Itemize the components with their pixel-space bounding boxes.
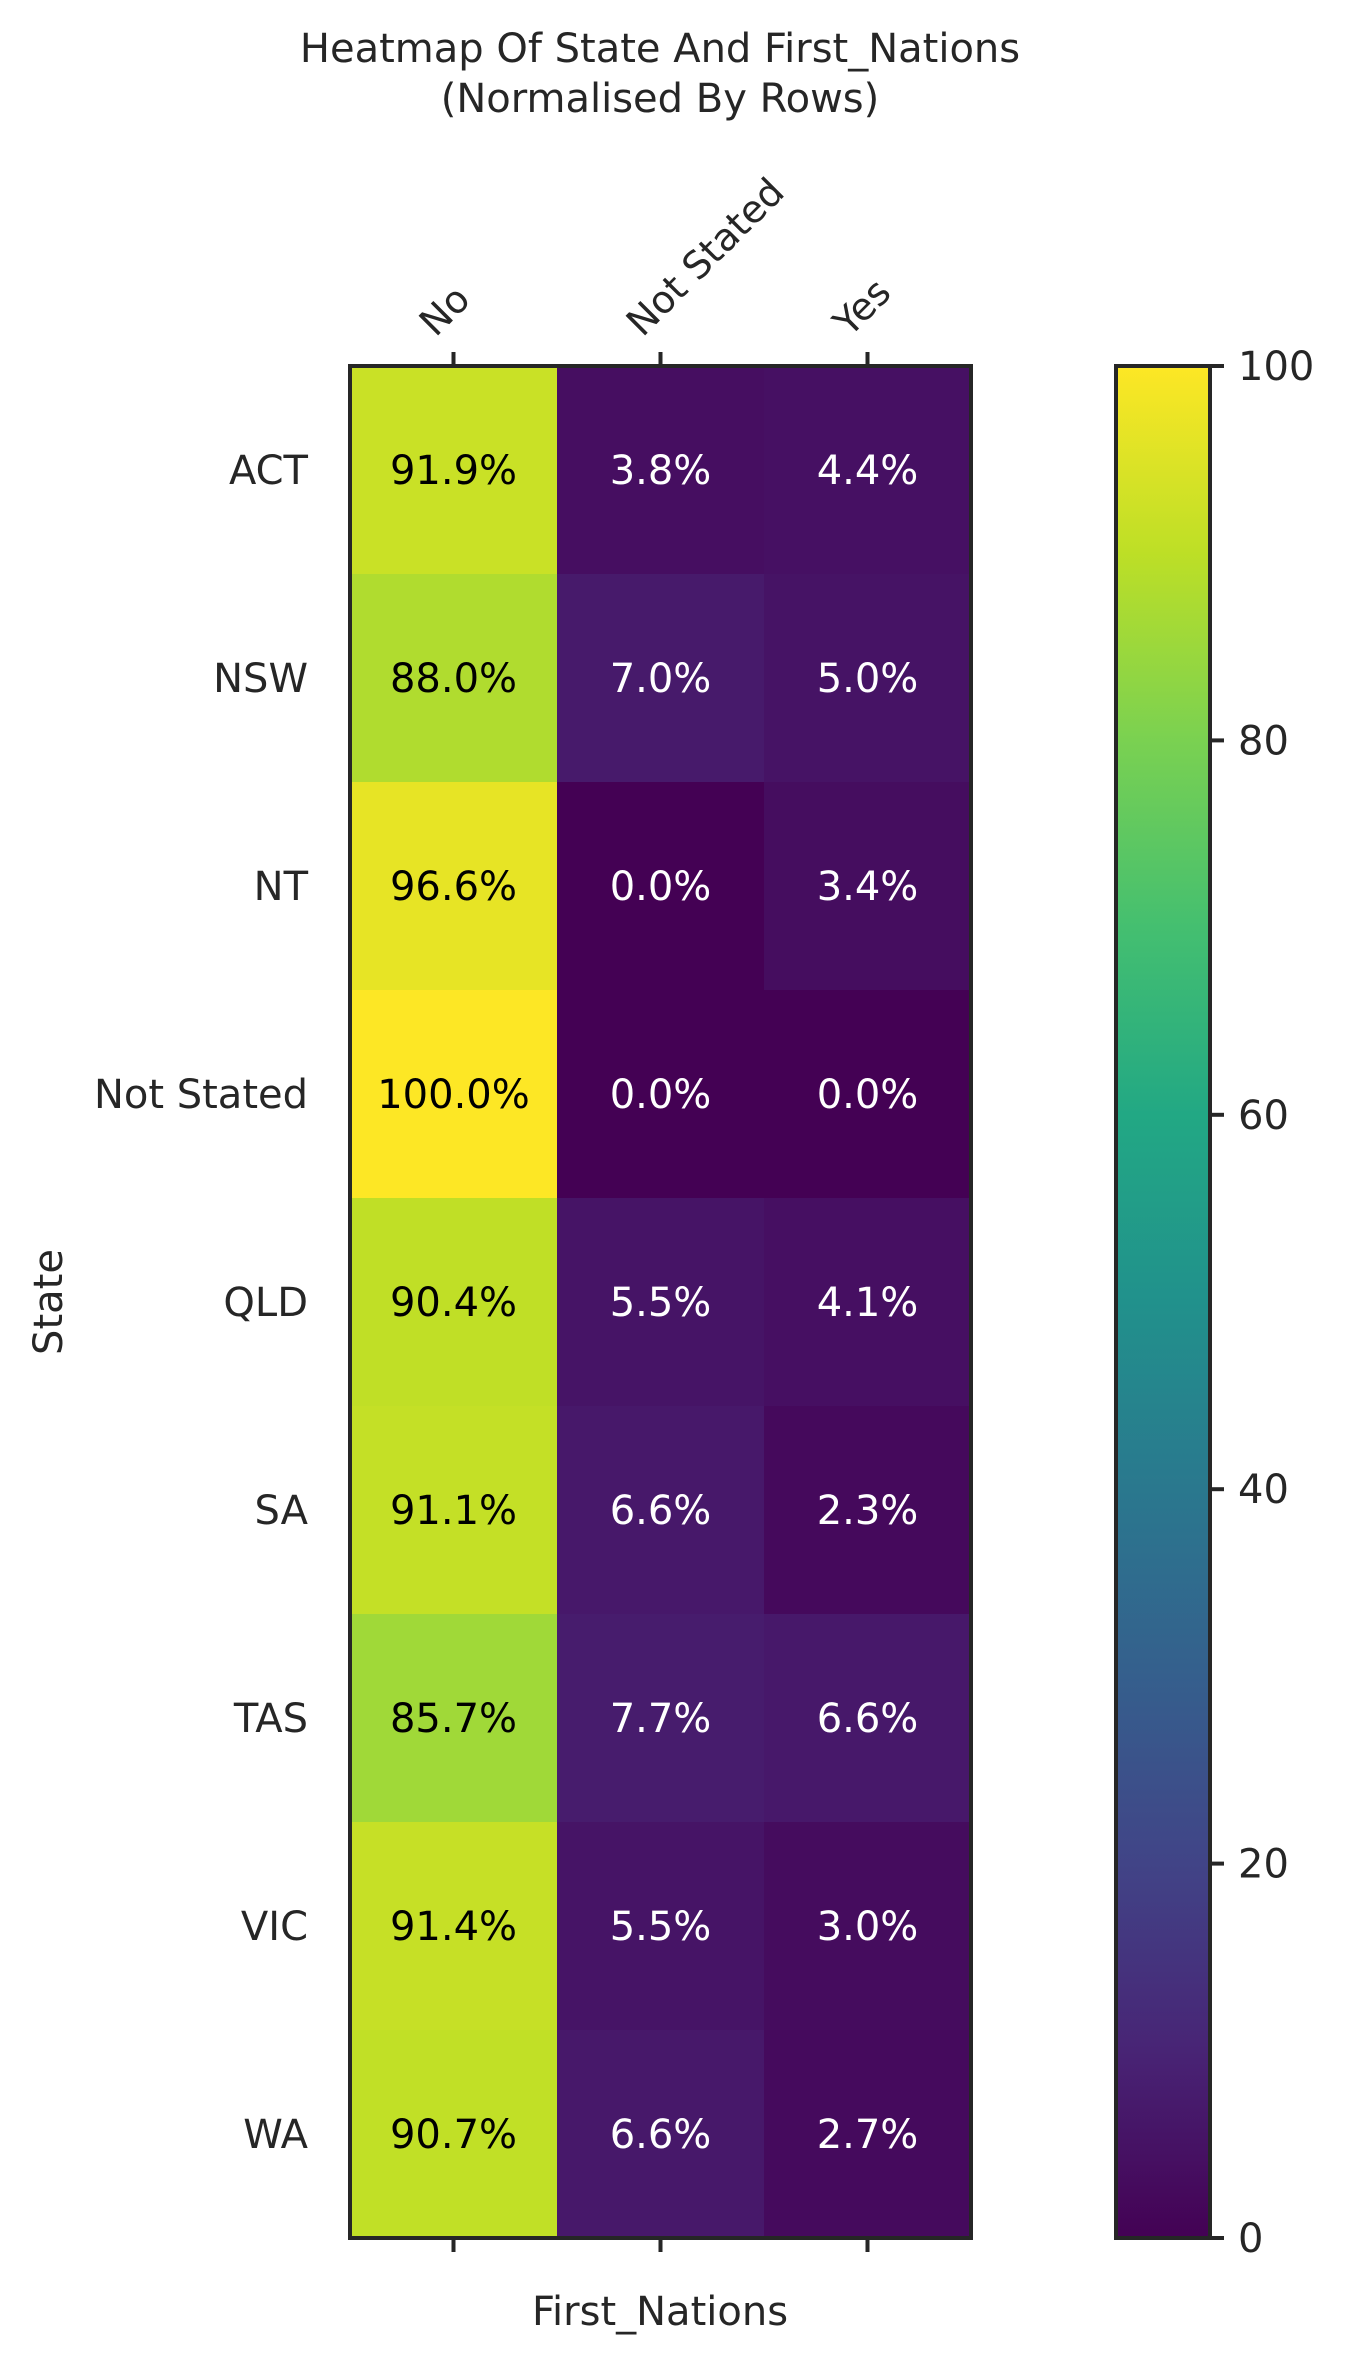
cell-value-label: 5.5% xyxy=(610,1904,712,1950)
cell-value-label: 7.0% xyxy=(610,656,712,702)
y-tick-label: ACT xyxy=(229,448,309,494)
y-tick-label: Not Stated xyxy=(94,1072,308,1118)
colorbar-tick-label: 40 xyxy=(1238,1467,1289,1513)
y-tick-label: NSW xyxy=(213,656,308,702)
y-tick-label: NT xyxy=(254,864,309,910)
y-axis-label: State xyxy=(26,1249,72,1355)
heatmap-cell-nsw-not-stated xyxy=(557,574,765,783)
heatmap-cell-vic-not-stated xyxy=(557,1822,765,2031)
heatmap-cell-vic-yes xyxy=(764,1822,972,2031)
heatmap-cell-qld-yes xyxy=(764,1198,972,1407)
cell-value-label: 6.6% xyxy=(610,2112,712,2158)
cell-value-label: 6.6% xyxy=(610,1488,712,1534)
heatmap-cell-wa-yes xyxy=(764,2030,972,2239)
heatmap-cell-tas-no xyxy=(350,1614,558,1823)
cell-value-label: 7.7% xyxy=(610,1696,712,1742)
heatmap-cell-act-not-stated xyxy=(557,366,765,575)
heatmap-cell-nsw-no xyxy=(350,574,558,783)
cell-value-label: 6.6% xyxy=(817,1696,919,1742)
heatmap-cell-tas-not-stated xyxy=(557,1614,765,1823)
colorbar-tick-label: 100 xyxy=(1238,344,1314,390)
x-axis-label: First_Nations xyxy=(532,2289,788,2335)
heatmap-cell-sa-not-stated xyxy=(557,1406,765,1615)
cell-value-label: 0.0% xyxy=(610,864,712,910)
y-tick-label: QLD xyxy=(223,1280,308,1326)
cell-value-label: 100.0% xyxy=(377,1072,530,1118)
heatmap-cell-labels: 91.9% 3.8% 4.4% 88.0% 7.0% 5.0% 96.6% 0.0% 3.4% 1… xyxy=(377,448,918,2158)
heatmap-cell-sa-yes xyxy=(764,1406,972,1615)
colorbar-tick-label: 60 xyxy=(1238,1093,1289,1139)
heatmap-cell-nt-no xyxy=(350,782,558,991)
heatmap-cell-act-no xyxy=(350,366,558,575)
cell-value-label: 5.5% xyxy=(610,1280,712,1326)
cell-value-label: 2.3% xyxy=(817,1488,919,1534)
heatmap-cell-act-yes xyxy=(764,366,972,575)
colorbar xyxy=(1114,364,1212,2240)
x-tick-label: Yes xyxy=(824,270,899,345)
y-tick-label: VIC xyxy=(241,1904,308,1950)
y-tick-label: TAS xyxy=(233,1696,308,1742)
x-tick-label: No xyxy=(411,277,479,345)
cell-value-label: 4.4% xyxy=(817,448,919,494)
cell-value-label: 88.0% xyxy=(390,656,517,702)
cell-value-label: 85.7% xyxy=(390,1696,517,1742)
colorbar-ticks: 0 20 40 60 80 100 xyxy=(1210,344,1314,2262)
colorbar-tick-label: 80 xyxy=(1238,718,1289,764)
heatmap-cell-vic-no xyxy=(350,1822,558,2031)
cell-value-label: 96.6% xyxy=(390,864,517,910)
cell-value-label: 2.7% xyxy=(817,2112,919,2158)
y-tick-label: WA xyxy=(243,2112,308,2158)
cell-value-label: 4.1% xyxy=(817,1280,919,1326)
cell-value-label: 5.0% xyxy=(817,656,919,702)
cell-value-label: 0.0% xyxy=(610,1072,712,1118)
heatmap-cell-nt-yes xyxy=(764,782,972,991)
heatmap-cell-wa-no xyxy=(350,2030,558,2239)
heatmap-cell-qld-no xyxy=(350,1198,558,1407)
y-axis-ticks: ACT NSW NT Not Stated QLD SA TAS VIC WA xyxy=(94,448,309,2158)
x-tick-label: Not Stated xyxy=(618,169,793,344)
cell-value-label: 91.4% xyxy=(390,1904,517,1950)
heatmap-cell-nsw-yes xyxy=(764,574,972,783)
heatmap-cell-sa-no xyxy=(350,1406,558,1615)
colorbar-tick-label: 20 xyxy=(1238,1842,1289,1888)
cell-value-label: 3.4% xyxy=(817,864,919,910)
heatmap-cell-tas-yes xyxy=(764,1614,972,1823)
cell-value-label: 91.9% xyxy=(390,448,517,494)
heatmap-cell-wa-not-stated xyxy=(557,2030,765,2239)
cell-value-label: 90.7% xyxy=(390,2112,517,2158)
colorbar-tick-label: 0 xyxy=(1238,2216,1263,2262)
cell-value-label: 3.8% xyxy=(610,448,712,494)
heatmap-cell-qld-not-stated xyxy=(557,1198,765,1407)
heatmap-cell-not-stated-yes xyxy=(764,990,972,1199)
chart-subtitle: (Normalised By Rows) xyxy=(441,76,879,122)
heatmap-cells xyxy=(350,366,972,2239)
heatmap-cell-not-stated-no xyxy=(350,990,558,1199)
chart-title: Heatmap Of State And First_Nations xyxy=(300,26,1020,72)
heatmap-cell-nt-not-stated xyxy=(557,782,765,991)
y-tick-label: SA xyxy=(255,1488,309,1534)
cell-value-label: 0.0% xyxy=(817,1072,919,1118)
heatmap-cell-not-stated-not-stated xyxy=(557,990,765,1199)
cell-value-label: 3.0% xyxy=(817,1904,919,1950)
cell-value-label: 91.1% xyxy=(390,1488,517,1534)
cell-value-label: 90.4% xyxy=(390,1280,517,1326)
